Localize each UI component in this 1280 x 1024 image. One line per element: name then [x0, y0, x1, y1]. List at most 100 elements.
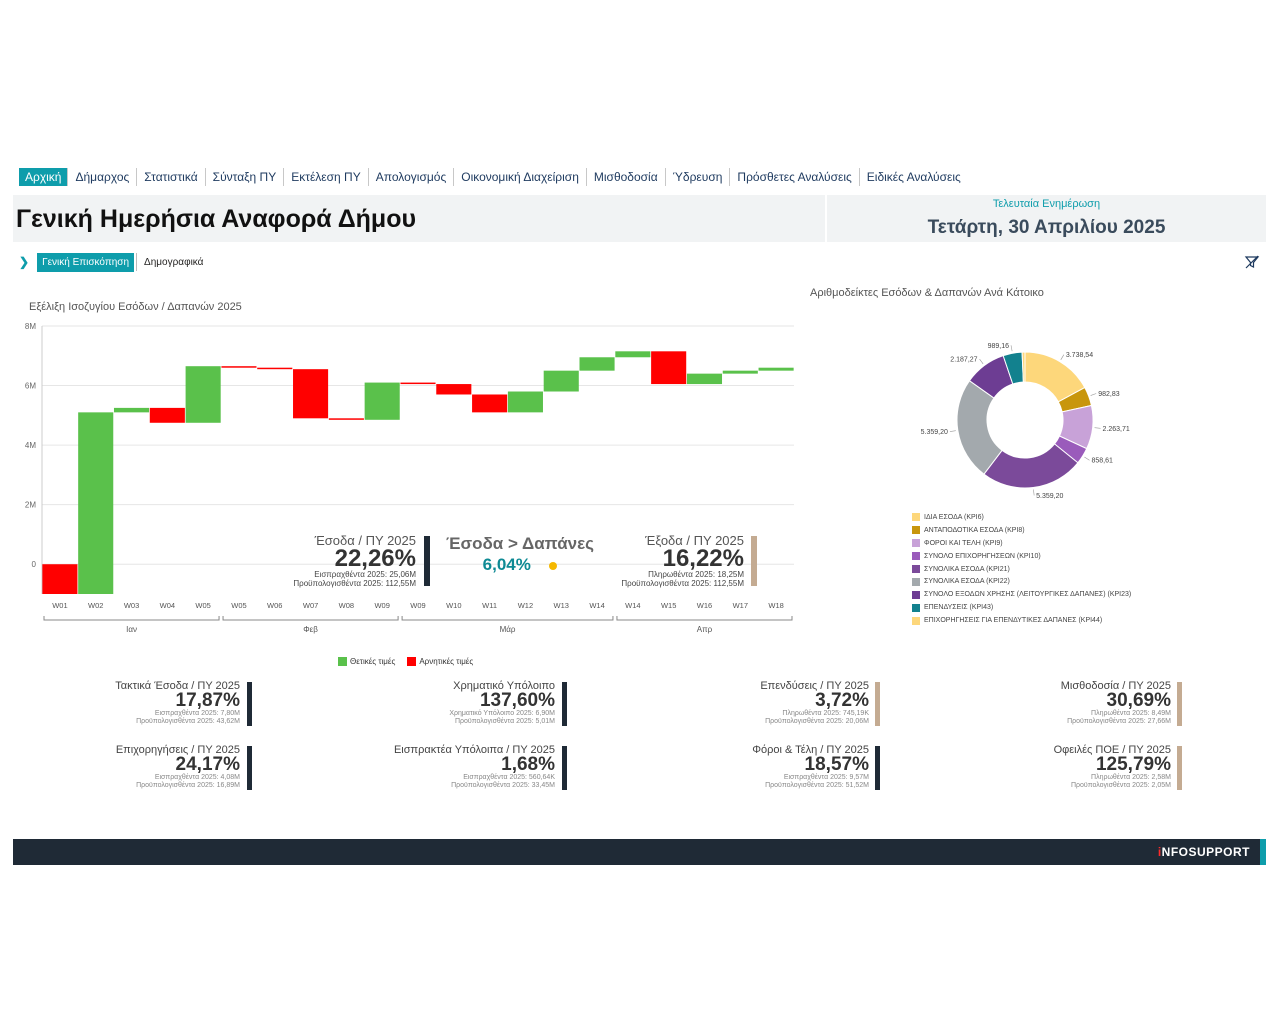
- waterfall-bar[interactable]: [436, 384, 472, 395]
- kpi-receivables: Εισπρακτέα Υπόλοιπα / ΠΥ 2025 1,68% Εισπρα…: [394, 744, 555, 790]
- main-nav: Αρχική Δήμαρχος Στατιστικά Σύνταξη ΠΥ Εκ…: [19, 168, 968, 186]
- nav-item-special-analyses[interactable]: Ειδικές Αναλύσεις: [866, 170, 961, 184]
- kpi-value: 30,69%: [1106, 690, 1171, 711]
- waterfall-bar[interactable]: [651, 351, 687, 385]
- legend-item[interactable]: ΣΥΝΟΛΟ ΕΞΟΔΩΝ ΧΡΗΣΗΣ (ΛΕΙΤΟΥΡΓΙΚΕΣ ΔΑΠΑΝ…: [912, 588, 1131, 601]
- donut-legend: ΙΔΙΑ ΕΣΟΔΑ (ΚΡΙ6) ΑΝΤΑΠΟΔΟΤΙΚΑ ΕΣΟΔΑ (ΚΡΙ…: [912, 511, 1131, 627]
- kpi-detail-actual: Εισπραχθέντα 2025: 4,08M: [154, 774, 240, 781]
- kpi-accent-bar: [1177, 746, 1182, 790]
- x-tick-label: W07: [303, 601, 318, 610]
- legend-item[interactable]: ΕΠΕΝΔΥΣΕΙΣ (ΚΡΙ43): [912, 601, 1131, 614]
- waterfall-bar[interactable]: [364, 382, 400, 420]
- x-tick-label: W08: [339, 601, 354, 610]
- legend-negative[interactable]: Αρνητικές τιμές: [407, 657, 473, 667]
- tab-general-overview[interactable]: Γενική Επισκόπηση: [37, 252, 135, 272]
- legend-label: ΕΠΙΧΟΡΗΓΗΣΕΙΣ ΓΙΑ ΕΠΕΝΔΥΤΙΚΕΣ ΔΑΠΑΝΕΣ (Κ…: [924, 617, 1103, 625]
- donut-slice[interactable]: [1021, 351, 1026, 383]
- nav-item-statistics[interactable]: Στατιστικά: [137, 168, 206, 186]
- legend-swatch: [912, 616, 920, 625]
- legend-label: ΣΥΝΟΛΟ ΕΠΙΧΟΡΗΓΗΣΕΩΝ (ΚΡΙ10): [924, 552, 1041, 560]
- waterfall-bar[interactable]: [758, 367, 794, 371]
- y-tick-label: 0: [32, 560, 37, 569]
- kpi-accent-bar: [751, 536, 757, 586]
- kpi-title: Οφειλές ΠΟΕ / ΠΥ 2025: [1053, 744, 1171, 756]
- last-update-label: Τελευταία Ενημέρωση: [992, 198, 1101, 210]
- kpi-expenses-budget: Έξοδα / ΠΥ 2025 16,22% Πληρωθέντα 2025: …: [580, 534, 744, 589]
- waterfall-bar[interactable]: [615, 351, 651, 358]
- legend-swatch: [912, 526, 920, 535]
- legend-positive[interactable]: Θετικές τιμές: [338, 657, 395, 667]
- waterfall-bar[interactable]: [507, 391, 543, 413]
- x-tick-label: W17: [733, 601, 748, 610]
- legend-item[interactable]: ΣΥΝΟΛΟ ΕΠΙΧΟΡΗΓΗΣΕΩΝ (ΚΡΙ10): [912, 550, 1131, 563]
- donut-label-leader: [1060, 354, 1065, 360]
- kpi-value: 137,60%: [479, 690, 555, 711]
- nav-item-budget-compilation[interactable]: Σύνταξη ΠΥ: [206, 168, 285, 186]
- kpi-regular-revenue: Τακτικά Έσοδα / ΠΥ 2025 17,87% Εισπραχθέντ…: [115, 680, 240, 726]
- title-band: Γενική Ημερήσια Αναφορά Δήμου: [13, 195, 825, 242]
- y-tick-label: 2M: [25, 501, 36, 510]
- waterfall-bar[interactable]: [686, 373, 723, 385]
- nav-item-water-supply[interactable]: Ύδρευση: [666, 168, 731, 186]
- kpi-title: Έσοδα > Δαπάνες: [445, 534, 595, 553]
- nav-item-financial-management[interactable]: Οικονομική Διαχείριση: [454, 168, 587, 186]
- kpi-detail-budgeted: Προϋπολογισθέντα 2025: 2,05M: [1071, 782, 1171, 789]
- kpi-detail-collected: Εισπραχθέντα 2025: 25,06M: [314, 570, 416, 579]
- donut-label-leader: [1094, 427, 1101, 429]
- kpi-detail-budgeted: Προϋπολογισθέντα 2025: 27,66M: [1067, 718, 1171, 725]
- kpi-detail-budgeted: Προϋπολογισθέντα 2025: 5,01M: [455, 718, 555, 725]
- waterfall-bar[interactable]: [293, 369, 329, 419]
- legend-item[interactable]: ΣΥΝΟΛΙΚΑ ΕΣΟΔΑ (ΚΡΙ22): [912, 575, 1131, 588]
- waterfall-bar[interactable]: [257, 367, 293, 370]
- month-label: Ιαν: [126, 625, 137, 634]
- tab-divider: [136, 253, 138, 271]
- kpi-title: Μισθοδοσία / ΠΥ 2025: [1060, 680, 1171, 692]
- legend-item[interactable]: ΕΠΙΧΟΡΗΓΗΣΕΙΣ ΓΙΑ ΕΠΕΝΔΥΤΙΚΕΣ ΔΑΠΑΝΕΣ (Κ…: [912, 614, 1131, 627]
- legend-item[interactable]: ΦΟΡΟΙ ΚΑΙ ΤΕΛΗ (ΚΡΙ9): [912, 537, 1131, 550]
- x-tick-label: W11: [482, 601, 497, 610]
- waterfall-bar[interactable]: [472, 394, 508, 413]
- x-tick-label: W12: [518, 601, 533, 610]
- month-bracket: [616, 616, 793, 621]
- waterfall-bar[interactable]: [543, 370, 579, 392]
- waterfall-bar[interactable]: [42, 564, 78, 594]
- waterfall-bar[interactable]: [78, 412, 114, 594]
- donut-label-leader: [1033, 489, 1035, 496]
- waterfall-bar[interactable]: [149, 407, 185, 423]
- clear-filter-icon[interactable]: [1244, 254, 1260, 270]
- kpi-detail-budgeted: Προϋπολογισθέντα 2025: 20,06M: [765, 718, 869, 725]
- waterfall-bar[interactable]: [400, 382, 436, 385]
- nav-item-budget-execution[interactable]: Εκτέλεση ΠΥ: [284, 168, 369, 186]
- legend-label: ΑΝΤΑΠΟΔΟΤΙΚΑ ΕΣΟΔΑ (ΚΡΙ8): [924, 526, 1025, 534]
- waterfall-bar[interactable]: [185, 366, 221, 423]
- waterfall-bar[interactable]: [221, 366, 257, 368]
- legend-label: ΙΔΙΑ ΕΣΟΔΑ (ΚΡΙ6): [924, 513, 984, 521]
- month-label: Φεβ: [303, 625, 318, 634]
- kpi-revenue-budget: Έσοδα / ΠΥ 2025 22,26% Εισπραχθέντα 2025…: [250, 534, 416, 589]
- tab-demographics[interactable]: Δημογραφικά: [144, 256, 204, 268]
- donut-data-label: 2.263,71: [1103, 426, 1130, 433]
- donut-chart-title: Αριθμοδείκτες Εσόδων & Δαπανών Ανά Κάτοι…: [810, 287, 1044, 299]
- legend-item[interactable]: ΑΝΤΑΠΟΔΟΤΙΚΑ ΕΣΟΔΑ (ΚΡΙ8): [912, 524, 1131, 537]
- legend-item[interactable]: ΣΥΝΟΛΙΚΑ ΕΣΟΔΑ (ΚΡΙ21): [912, 563, 1131, 576]
- chevron-right-icon: ❯: [19, 255, 30, 269]
- donut-chart: 3.738,54 982,83 2.263,71 858,61 5.359,20 5.35…: [921, 343, 1130, 500]
- legend-swatch: [912, 577, 920, 586]
- nav-item-financial-statement[interactable]: Απολογισμός: [369, 168, 455, 186]
- page-title: Γενική Ημερήσια Αναφορά Δήμου: [16, 205, 417, 233]
- waterfall-bar[interactable]: [722, 370, 758, 374]
- waterfall-bar[interactable]: [113, 407, 150, 413]
- waterfall-bar[interactable]: [579, 357, 615, 371]
- month-bracket: [222, 616, 399, 621]
- kpi-cash-balance: Χρηματικό Υπόλοιπο 137,60% Χρηματικό Υπόλο…: [449, 680, 555, 726]
- kpi-detail-actual: Εισπραχθέντα 2025: 7,80M: [154, 710, 240, 717]
- nav-item-home[interactable]: Αρχική: [19, 168, 69, 186]
- waterfall-bar[interactable]: [328, 418, 364, 420]
- nav-item-additional-analyses[interactable]: Πρόσθετες Αναλύσεις: [730, 168, 860, 186]
- kpi-detail-actual: Πληρωθέντα 2025: 745,19K: [782, 710, 869, 717]
- x-tick-label: W01: [52, 601, 67, 610]
- nav-item-mayor[interactable]: Δήμαρχος: [68, 168, 138, 186]
- y-tick-label: 8M: [25, 322, 36, 331]
- nav-item-payroll[interactable]: Μισθοδοσία: [587, 168, 666, 186]
- legend-item[interactable]: ΙΔΙΑ ΕΣΟΔΑ (ΚΡΙ6): [912, 511, 1131, 524]
